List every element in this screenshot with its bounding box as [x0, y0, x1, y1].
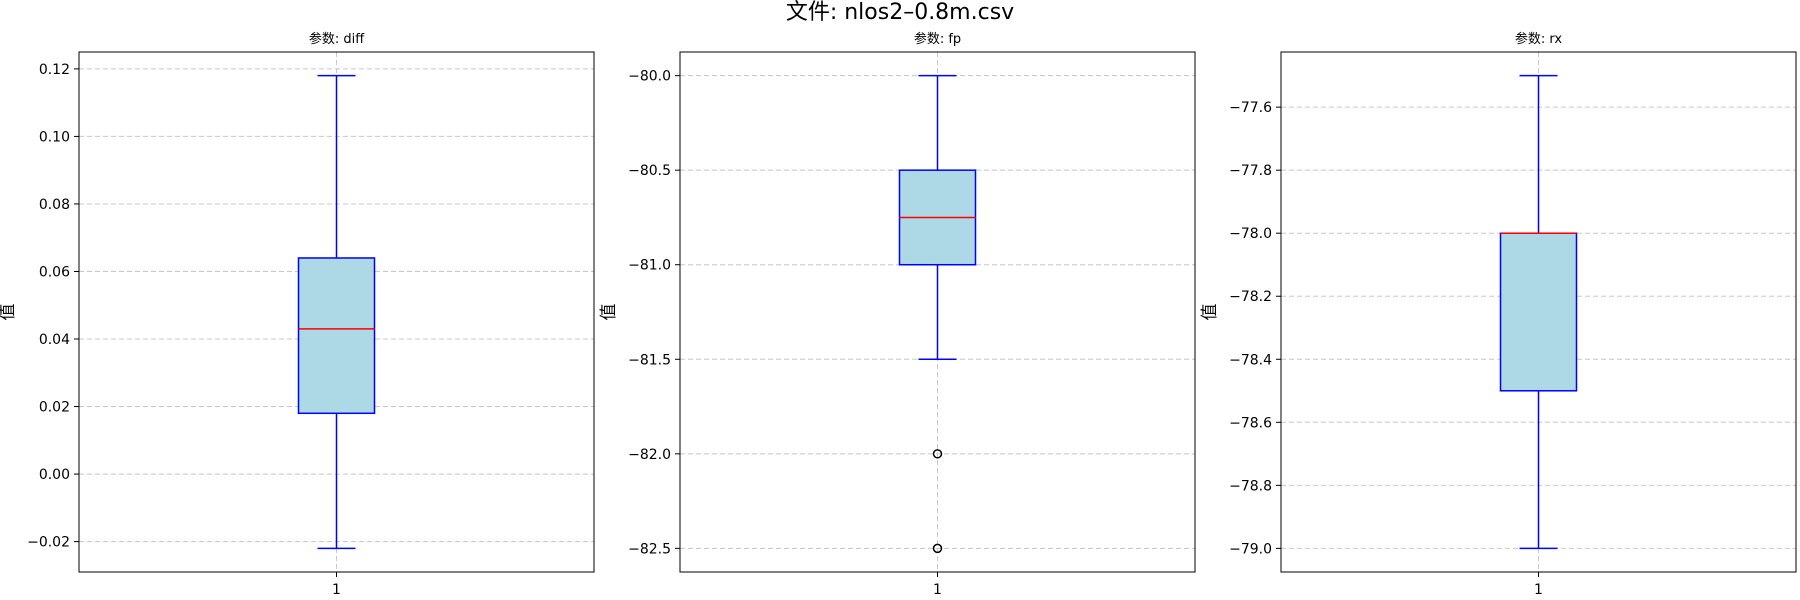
- y-axis-label: 值: [0, 304, 18, 321]
- y-axis-label: 值: [1200, 304, 1220, 321]
- y-tick-label: −78.6: [1229, 415, 1272, 431]
- chart-panel-1: −0.02 0.00 0.02 0.04 0.06 0.08 0.10 0.12 1 参数: di…: [0, 31, 595, 598]
- y-tick-label: −78.2: [1229, 289, 1272, 305]
- y-tick-label: −81.0: [628, 258, 671, 274]
- y-tick-label: 0.06: [39, 264, 70, 280]
- y-tick-label: −78.4: [1229, 352, 1272, 368]
- x-tick-label: 1: [1534, 582, 1543, 598]
- y-tick-label: 0.02: [39, 400, 70, 416]
- y-tick-label: −80.5: [628, 163, 671, 179]
- y-tick-label: −80.0: [628, 69, 671, 85]
- y-tick-label: −77.6: [1229, 100, 1272, 116]
- iqr-box: [297, 257, 376, 415]
- y-tick-label: 0.08: [39, 197, 70, 213]
- y-tick-label: 0.12: [39, 62, 70, 78]
- outlier-point: [932, 449, 943, 459]
- x-tick-label: 1: [933, 582, 942, 598]
- chart-panel-2: −82.5 −82.0 −81.5 −81.0 −80.5 −80.0 1 参数: fp 值: [599, 31, 1196, 598]
- y-tick-label: −79.0: [1229, 541, 1272, 557]
- x-tick-label: 1: [332, 582, 341, 598]
- subplot-title: 参数: diff: [309, 31, 365, 47]
- subplot-title: 参数: rx: [1515, 31, 1563, 47]
- outlier-point: [932, 543, 943, 554]
- figure-title: 文件: nlos2–0.8m.csv: [785, 0, 1015, 25]
- y-tick-label: −82.5: [628, 541, 671, 557]
- subplot-title: 参数: fp: [914, 31, 961, 47]
- y-tick-label: −78.8: [1229, 478, 1272, 494]
- y-tick-label: −78.0: [1229, 226, 1272, 242]
- chart-panel-3: −79.0 −78.8 −78.6 −78.4 −78.2 −78.0 −77.8 −77.6…: [1200, 31, 1797, 598]
- y-tick-label: 0.00: [39, 467, 70, 483]
- y-axis-label: 值: [599, 304, 619, 321]
- y-tick-label: 0.10: [39, 129, 70, 145]
- iqr-box: [1499, 232, 1578, 392]
- y-tick-label: −77.8: [1229, 163, 1272, 179]
- y-tick-label: −81.5: [628, 352, 671, 368]
- y-tick-label: 0.04: [39, 332, 70, 348]
- y-tick-label: −82.0: [628, 447, 671, 463]
- y-tick-label: −0.02: [27, 535, 70, 551]
